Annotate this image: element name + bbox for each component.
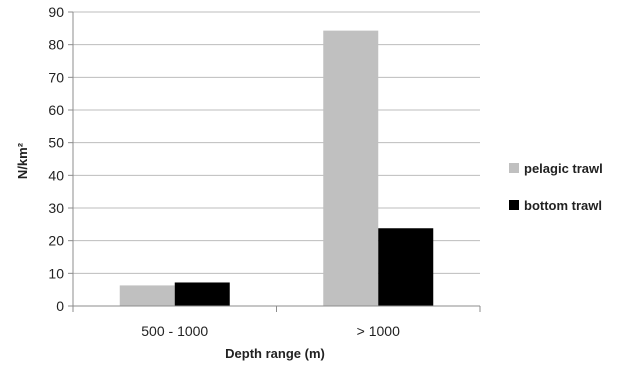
legend-label: pelagic trawl <box>524 161 603 176</box>
x-tick-label: > 1000 <box>357 323 400 339</box>
y-tick-label: 20 <box>48 233 64 249</box>
y-tick-labels: 0 10 20 30 40 50 60 70 80 90 <box>48 4 64 314</box>
y-tick-label: 30 <box>48 200 64 216</box>
y-tick-label: 60 <box>48 102 64 118</box>
y-tick-label: 0 <box>56 298 64 314</box>
axes <box>68 11 481 312</box>
y-tick-label: 90 <box>48 4 64 20</box>
y-tick-label: 50 <box>48 135 64 151</box>
gridlines <box>73 11 480 274</box>
legend-swatch <box>509 200 519 210</box>
y-axis-title: N/km² <box>15 142 30 179</box>
bar-pelagic-trawl-0 <box>119 285 175 306</box>
y-tick-label: 70 <box>48 69 64 85</box>
y-tick-label: 40 <box>48 167 64 183</box>
bar-bottom-trawl-0 <box>174 282 230 306</box>
bar-pelagic-trawl-1 <box>323 30 379 307</box>
x-axis-title: Depth range (m) <box>225 346 325 361</box>
legend-label: bottom trawl <box>524 198 602 213</box>
x-tick-labels: 500 - 1000 > 1000 <box>141 323 400 339</box>
y-tick-label: 10 <box>48 265 64 281</box>
legend: pelagic trawl bottom trawl <box>509 161 603 213</box>
legend-swatch <box>509 163 519 173</box>
bar-bottom-trawl-1 <box>378 228 434 306</box>
bars <box>119 30 434 307</box>
x-tick-label: 500 - 1000 <box>141 323 208 339</box>
y-tick-label: 80 <box>48 37 64 53</box>
